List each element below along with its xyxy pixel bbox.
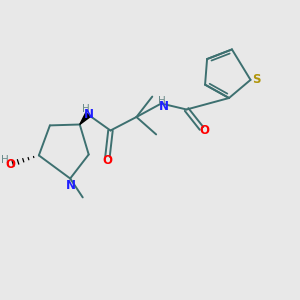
- Text: N: N: [159, 100, 169, 113]
- Text: O: O: [5, 158, 15, 172]
- Text: H: H: [158, 96, 166, 106]
- Text: S: S: [252, 74, 260, 86]
- Text: H: H: [1, 155, 8, 165]
- Polygon shape: [80, 113, 90, 124]
- Text: N: N: [66, 178, 76, 192]
- Text: O: O: [102, 154, 112, 167]
- Text: N: N: [84, 107, 94, 121]
- Text: H: H: [82, 104, 90, 114]
- Text: O: O: [200, 124, 209, 137]
